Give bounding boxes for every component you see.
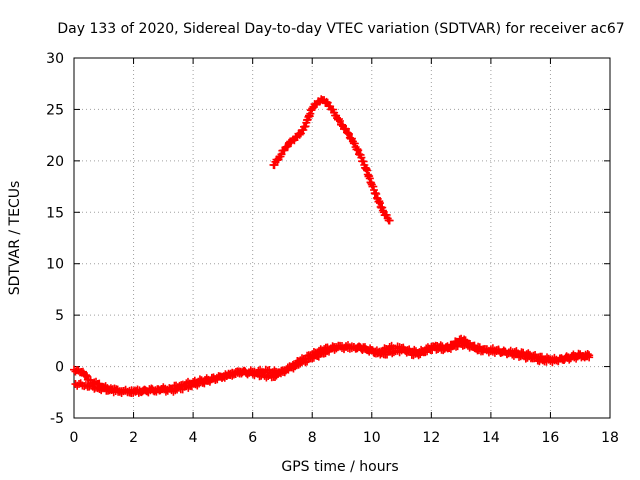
data-point-trail [309, 348, 330, 362]
data-point-trail [71, 366, 81, 376]
x-tick-label: 18 [601, 430, 619, 446]
y-tick-label: 10 [46, 257, 64, 273]
data-point-trail [309, 99, 321, 111]
y-tick-label: 5 [55, 308, 64, 324]
y-axis-label: SDTVAR / TECUs [7, 181, 23, 296]
data-point [308, 104, 317, 113]
data-point-trail [578, 350, 592, 361]
y-tick-label: 20 [46, 154, 64, 170]
data-point-trail [265, 366, 282, 378]
plot-frame [73, 57, 611, 419]
data-point-trail [344, 129, 357, 146]
data-point-trail [494, 345, 512, 359]
y-tick-label: 15 [46, 205, 64, 221]
series-2 [71, 339, 594, 397]
grid-lines [74, 58, 610, 418]
axis-ticks: 0 2 4 6 8 10 12 14 16 18 -5 0 5 10 15 20 25 30 [46, 51, 619, 446]
data-point-trail [554, 352, 571, 366]
data-point-trail [288, 133, 300, 145]
x-tick-label: 8 [308, 430, 317, 446]
data-point-trail [315, 95, 327, 106]
data-point [156, 386, 165, 395]
x-tick-label: 6 [248, 430, 257, 446]
data-point-trail [375, 344, 392, 357]
data-series-layer [70, 95, 594, 397]
x-axis-label: GPS time / hours [281, 459, 398, 475]
x-tick-label: 4 [189, 430, 198, 446]
series-1 [70, 334, 594, 397]
series-0 [269, 95, 394, 225]
data-point [343, 129, 352, 138]
data-point-trail [270, 155, 283, 170]
x-tick-label: 2 [129, 430, 138, 446]
x-tick-label: 12 [422, 430, 440, 446]
chart-title: Day 133 of 2020, Sidereal Day-to-day VTE… [57, 21, 624, 37]
x-tick-label: 16 [542, 430, 560, 446]
data-point [585, 353, 594, 362]
x-tick-label: 14 [482, 430, 500, 446]
y-tick-label: -5 [50, 411, 64, 427]
x-tick-label: 10 [363, 430, 381, 446]
y-tick-label: 25 [46, 102, 64, 118]
data-point-trail [276, 146, 289, 161]
x-tick-label: 0 [70, 430, 79, 446]
data-point [385, 216, 394, 225]
data-point-trail [530, 353, 547, 366]
y-tick-label: 0 [55, 360, 64, 376]
y-tick-label: 30 [46, 51, 64, 67]
